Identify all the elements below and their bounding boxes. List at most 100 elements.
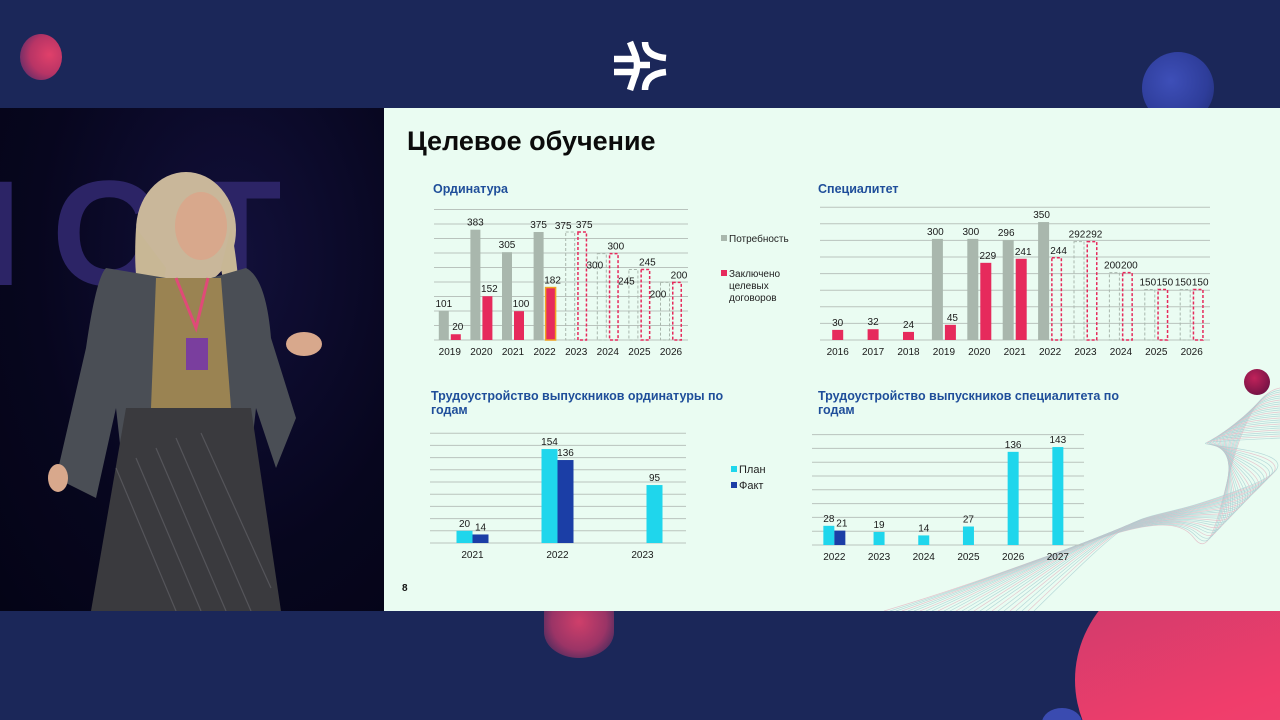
bar xyxy=(918,535,930,545)
data-label: 150 xyxy=(1175,277,1192,288)
data-label: 200 xyxy=(650,289,667,300)
data-label: 152 xyxy=(481,284,498,295)
data-label: 24 xyxy=(903,320,915,331)
data-label: 136 xyxy=(557,448,574,459)
speaker-video: ICT xyxy=(0,108,384,611)
data-label: 2021 xyxy=(502,347,525,358)
bar xyxy=(514,311,524,340)
bar xyxy=(1002,240,1014,340)
legend-item-contracts: Заключено целевых договоров xyxy=(721,269,780,305)
data-label: 300 xyxy=(586,261,603,272)
chart-title-employment-residency: Трудоустройство выпускников ординатуры п… xyxy=(431,389,724,417)
slide-title: Целевое обучение xyxy=(407,126,656,156)
legend-item-plan: План xyxy=(731,464,766,476)
data-label: 2024 xyxy=(1110,347,1133,358)
data-label: 101 xyxy=(435,299,452,310)
data-label: 2016 xyxy=(827,347,850,358)
data-label: 95 xyxy=(649,473,661,484)
data-label: 2021 xyxy=(461,550,484,561)
data-label: 2022 xyxy=(1039,347,1062,358)
legend-swatch-navy xyxy=(731,482,737,488)
bar xyxy=(646,485,663,543)
chart-title-specialist: Специалитет xyxy=(818,182,899,196)
data-label: 28 xyxy=(823,514,835,525)
data-label: 2023 xyxy=(1074,347,1097,358)
bar xyxy=(502,252,512,340)
bar xyxy=(1121,271,1133,341)
data-label: 182 xyxy=(544,276,561,287)
data-label: 19 xyxy=(873,520,885,531)
data-label: 245 xyxy=(618,276,635,287)
data-label: 241 xyxy=(1015,247,1032,258)
legend-swatch-gray xyxy=(721,235,727,241)
data-label: 2023 xyxy=(631,550,654,561)
data-label: 27 xyxy=(963,515,975,526)
data-label: 300 xyxy=(927,227,944,238)
bar xyxy=(980,262,992,340)
bar xyxy=(660,281,670,341)
data-label: 300 xyxy=(962,227,979,238)
data-label: 2021 xyxy=(1004,347,1027,358)
data-label: 383 xyxy=(467,218,484,229)
data-label: 154 xyxy=(541,437,558,448)
bar xyxy=(903,331,914,340)
bar xyxy=(640,268,651,341)
bar xyxy=(1073,241,1085,341)
bar xyxy=(596,253,607,341)
bar xyxy=(823,525,835,545)
legend-label: Заключено xyxy=(729,269,781,280)
legend-label: План xyxy=(739,464,766,476)
decorative-waves xyxy=(883,387,1280,611)
bar xyxy=(1052,447,1064,545)
data-label: 2026 xyxy=(1002,552,1025,563)
data-label: 2022 xyxy=(546,550,569,561)
speaker-figure xyxy=(48,172,322,611)
data-label: 200 xyxy=(1121,261,1138,272)
presentation-slide: Целевое обучение Ординатура Специалитет … xyxy=(384,108,1280,611)
data-label: 2017 xyxy=(862,347,885,358)
bar xyxy=(1007,451,1019,545)
data-label: 143 xyxy=(1050,435,1067,446)
data-label: 375 xyxy=(555,221,572,232)
bar xyxy=(565,231,576,341)
legend-swatch-red xyxy=(721,270,727,276)
data-label: 2020 xyxy=(968,347,991,358)
data-label: 150 xyxy=(1156,277,1173,288)
data-label: 32 xyxy=(868,317,880,328)
bar xyxy=(544,286,557,341)
chart-title-employment-specialist: Трудоустройство выпускников специалитета… xyxy=(818,389,1119,417)
bar xyxy=(1179,288,1191,341)
data-label: 2022 xyxy=(533,347,556,358)
bar xyxy=(438,310,449,340)
decorative-orb xyxy=(544,606,614,658)
data-label: 2025 xyxy=(1145,347,1168,358)
bar xyxy=(672,281,682,341)
bar xyxy=(541,449,558,543)
legend-swatch-cyan xyxy=(731,466,737,472)
data-label: 14 xyxy=(918,523,930,534)
bar xyxy=(1157,288,1169,341)
bar xyxy=(1051,257,1063,341)
legend-item-need: Потребность xyxy=(721,234,789,246)
bar xyxy=(1038,222,1050,340)
data-label: 2024 xyxy=(913,552,936,563)
data-label: 21 xyxy=(836,519,848,530)
bar xyxy=(470,229,481,340)
data-label: 45 xyxy=(947,313,959,324)
legend-label: Потребность xyxy=(729,234,789,245)
data-label: 229 xyxy=(979,251,996,262)
data-label: 2027 xyxy=(1047,552,1070,563)
data-label: 150 xyxy=(1192,277,1209,288)
bar xyxy=(867,329,879,340)
decorative-orb xyxy=(1244,369,1270,395)
data-label: 20 xyxy=(459,519,471,530)
data-label: 375 xyxy=(530,220,547,231)
bar xyxy=(873,531,885,545)
bar xyxy=(834,530,846,545)
data-label: 300 xyxy=(607,242,624,253)
decorative-orb xyxy=(20,34,62,80)
data-label: 296 xyxy=(998,228,1015,239)
data-label: 2025 xyxy=(628,347,651,358)
bar xyxy=(557,460,574,543)
